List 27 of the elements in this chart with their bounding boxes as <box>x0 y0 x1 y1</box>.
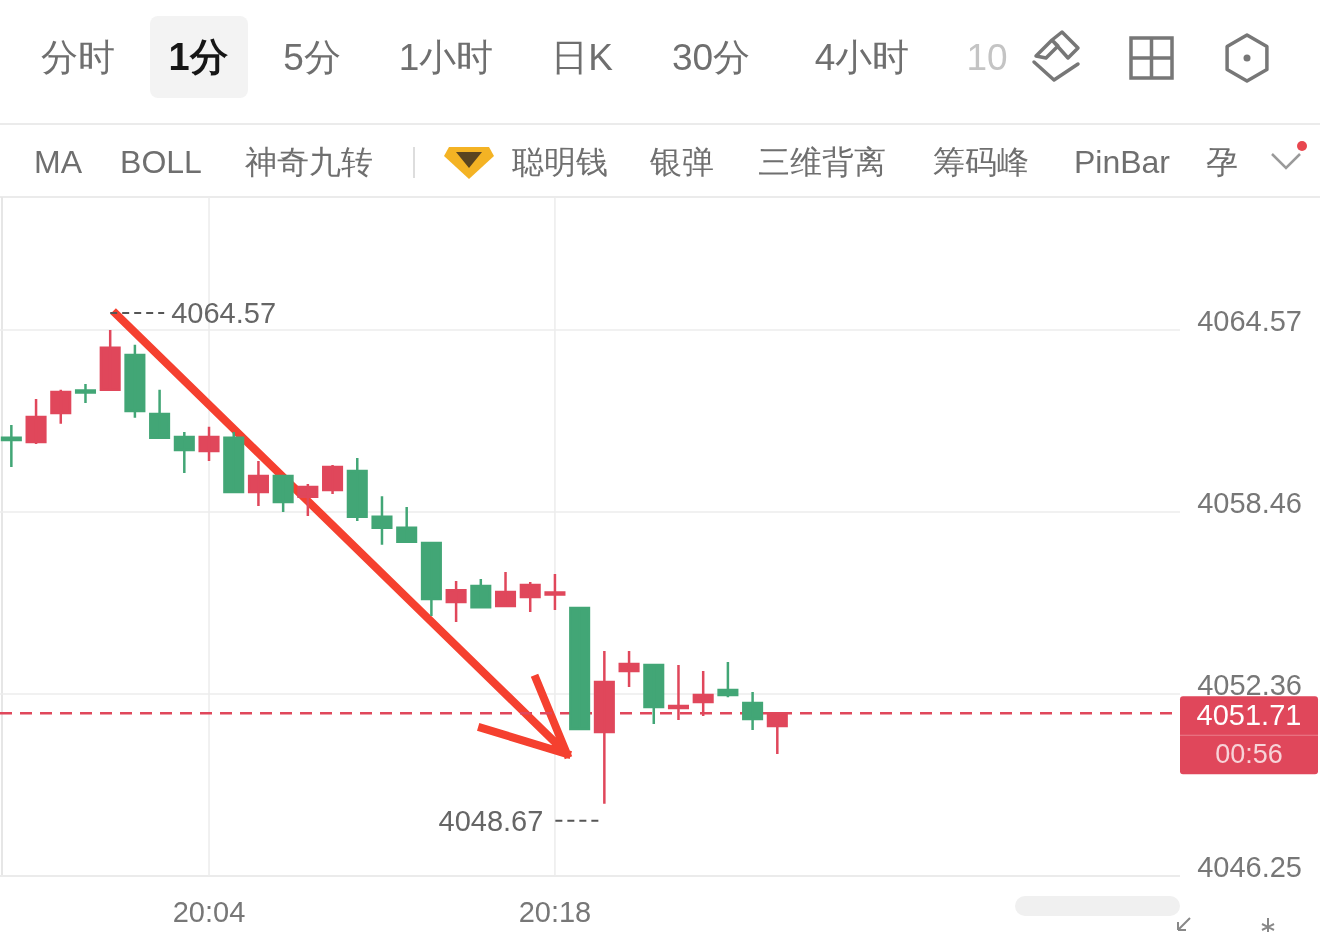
x-tick-label: 20:18 <box>518 896 592 928</box>
text: BOLL <box>120 144 202 180</box>
text: 神奇九转 <box>245 144 373 180</box>
text: 30分 <box>671 36 751 78</box>
text: 筹码峰 <box>933 144 1029 180</box>
y-tick-label: 4058.46 <box>1197 487 1302 520</box>
text: 10 <box>966 36 1008 78</box>
text: 1小时 <box>398 36 494 78</box>
y-tick-label: 4064.57 <box>1197 304 1302 337</box>
text: 三维背离 <box>758 144 886 180</box>
text: 分时 <box>41 36 115 78</box>
text: 银弹 <box>649 144 714 180</box>
text: PinBar <box>1073 144 1171 180</box>
x-tick-label: 20:04 <box>172 896 246 928</box>
text: 4小时 <box>814 36 910 78</box>
annotation: 4048.67 <box>438 804 544 837</box>
text: 日K <box>551 36 614 78</box>
text: 5分 <box>283 36 341 78</box>
y-tick-label: 4052.36 <box>1197 668 1302 701</box>
text: 00:56 <box>1215 739 1283 770</box>
text: 聪明钱 <box>512 144 608 180</box>
ref-line-label: 4051.71 <box>1196 699 1302 732</box>
y-tick-label: 4046.25 <box>1197 851 1302 883</box>
text: MA <box>34 144 83 180</box>
text: 1分 <box>168 36 228 78</box>
text: 孕 <box>1206 144 1238 180</box>
annotation: 4064.57 <box>171 296 277 329</box>
